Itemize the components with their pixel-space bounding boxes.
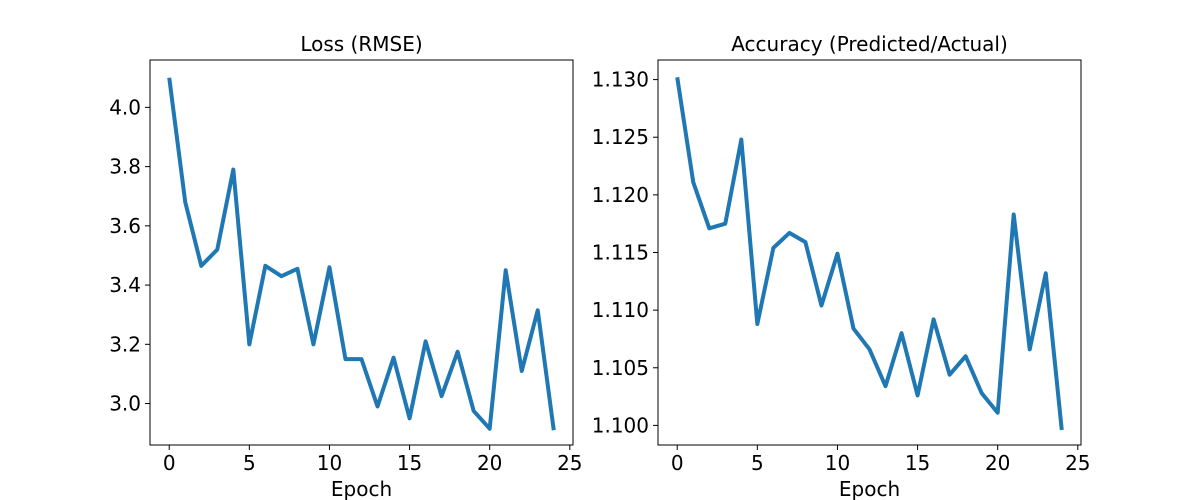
accuracy-x-axis-label: Epoch [839, 477, 900, 500]
loss-chart-title: Loss (RMSE) [300, 32, 422, 56]
accuracy-series-line [675, 76, 1064, 431]
loss-x-tick-label: 20 [477, 451, 502, 475]
loss-y-tick-label: 3.0 [109, 392, 141, 416]
loss-plot-frame [149, 59, 574, 446]
accuracy-x-tick-label: 10 [825, 451, 850, 475]
accuracy-x-tick-label: 15 [905, 451, 930, 475]
loss-chart: 0 5 10 15 20 25 3.0 3.2 3.4 3.6 3.8 4.0 Loss (RMSE) E… [109, 32, 582, 500]
loss-series-line [167, 77, 556, 431]
loss-y-tick-label: 3.2 [109, 332, 141, 356]
loss-x-tick-label: 10 [317, 451, 342, 475]
accuracy-x-tick-label: 5 [751, 451, 764, 475]
accuracy-y-tick-label: 1.115 [592, 241, 649, 265]
accuracy-y-tick-label: 1.130 [592, 68, 649, 92]
accuracy-chart-title: Accuracy (Predicted/Actual) [731, 32, 1008, 56]
accuracy-y-tick-label: 1.100 [592, 413, 649, 437]
accuracy-x-tick-label: 25 [1065, 451, 1090, 475]
accuracy-x-tick-label: 20 [985, 451, 1010, 475]
loss-x-tick-label: 25 [557, 451, 582, 475]
loss-y-tick-label: 3.8 [109, 155, 141, 179]
accuracy-chart: 0 5 10 15 20 25 1.100 1.105 1.110 1.115 1.120 1.125… [592, 32, 1091, 500]
accuracy-y-tick-label: 1.120 [592, 183, 649, 207]
loss-x-tick-label: 5 [243, 451, 256, 475]
loss-x-tick-label: 0 [163, 451, 176, 475]
loss-y-tick-label: 4.0 [109, 95, 141, 119]
accuracy-y-tick-label: 1.105 [592, 356, 649, 380]
loss-x-tick-label: 15 [397, 451, 422, 475]
loss-y-tick-label: 3.6 [109, 214, 141, 238]
accuracy-y-tick-label: 1.125 [592, 125, 649, 149]
loss-y-tick-label: 3.4 [109, 273, 141, 297]
accuracy-x-tick-label: 0 [671, 451, 684, 475]
loss-x-axis-label: Epoch [331, 477, 392, 500]
accuracy-y-tick-label: 1.110 [592, 298, 649, 322]
